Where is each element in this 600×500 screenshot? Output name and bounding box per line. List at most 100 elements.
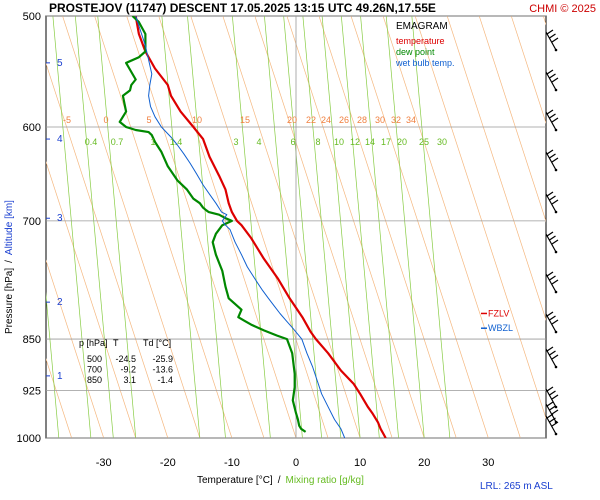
barb-flag (551, 279, 559, 285)
barb-base (554, 128, 558, 132)
temperature-tick-label: 0 (293, 457, 299, 469)
table-cell: 3.1 (123, 375, 136, 385)
barb-flag (551, 394, 559, 400)
barb-flag (546, 413, 554, 419)
temperature-tick-label: -30 (96, 457, 112, 469)
wind-barb (545, 346, 559, 369)
barb-flag (551, 37, 559, 43)
barb-staff (545, 71, 557, 91)
barb-base (554, 365, 558, 369)
isotherm-label: -5 (63, 115, 71, 125)
mixing-ratio-label: 1 (150, 137, 155, 147)
mixing-ratio-label: 6 (290, 137, 295, 147)
altitude-tick-label: 2 (57, 297, 63, 308)
altitude-tick-label: 1 (57, 371, 63, 382)
barb-staff (545, 111, 557, 131)
copyright-text: CHMI © 2025 (529, 3, 596, 15)
isotherm-label: 22 (306, 115, 316, 125)
barb-flag (549, 405, 556, 411)
barb-flag (549, 195, 556, 201)
mixing-axis-label: Mixing ratio [g/kg] (285, 475, 364, 486)
barb-base (554, 250, 558, 254)
legend-title: EMAGRAM (396, 21, 448, 32)
series-line-2 (135, 16, 346, 438)
barb-flag (549, 417, 556, 423)
barb-flag (546, 69, 554, 75)
marker-label: FZLV (488, 308, 509, 318)
mixing-ratio-label: 17 (381, 137, 391, 147)
barb-flag (551, 354, 559, 360)
isotherm-label: 24 (321, 115, 331, 125)
isotherm-line (286, 16, 425, 438)
x-axis-title: Temperature [°C] / Mixing ratio [g/kg] (197, 475, 364, 486)
mixing-ratio-line (302, 16, 342, 438)
legend: EMAGRAM temperature dew point wet bulb t… (395, 21, 455, 68)
series-line-1 (118, 16, 307, 433)
barb-flag (549, 275, 556, 281)
altitude-tick-label: 4 (57, 134, 63, 145)
pressure-tick-label: 600 (23, 122, 41, 134)
axis-separator-left: / (4, 260, 15, 263)
table-cell: -13.6 (152, 365, 173, 375)
barb-staff (545, 151, 557, 171)
lrl-text: LRL: 265 m ASL (480, 481, 553, 492)
mixing-ratio-labels: 0.4 0.7 1 1.4 3 4 6 8 10 12 14 17 20 25 30 (85, 137, 447, 147)
wind-barb (545, 109, 559, 132)
mixing-ratio-label: 8 (315, 137, 320, 147)
mixing-ratio-line (385, 16, 425, 438)
barb-base (554, 210, 558, 214)
isotherm-label: 10 (192, 115, 202, 125)
barb-flag (551, 117, 559, 123)
table-cell: -24.5 (115, 354, 136, 364)
series-line-0 (134, 16, 387, 438)
barb-staff (545, 313, 557, 333)
table-cell: 850 (87, 375, 102, 385)
legend-item-temperature: temperature (396, 36, 445, 46)
mixing-ratio-line (187, 16, 226, 438)
barb-flag (546, 109, 554, 115)
barb-flag (551, 77, 559, 83)
mixing-ratio-line (52, 16, 92, 438)
mixing-ratio-line (360, 16, 399, 438)
pressure-tick-label: 700 (23, 216, 41, 228)
barb-base (554, 88, 558, 92)
table-header: Td [°C] (143, 338, 171, 348)
pressure-tick-labels: 500 600 700 850 925 1000 (17, 11, 41, 445)
mixing-ratio-line (340, 16, 380, 438)
isotherm-label: 34 (406, 115, 416, 125)
barb-staff (545, 233, 557, 253)
barb-flag (549, 73, 556, 79)
temperature-tick-label: -20 (160, 457, 176, 469)
isotherm-label: 28 (357, 115, 367, 125)
temperature-axis-label: Temperature [°C] (197, 475, 273, 486)
mixing-ratio-line (97, 16, 137, 438)
wind-barb (545, 149, 559, 172)
mixing-ratio-label: 0.7 (111, 137, 124, 147)
mixing-ratio-label: 14 (365, 137, 375, 147)
mixing-ratio-line (411, 16, 451, 438)
isotherm-line (414, 16, 546, 420)
isotherm-line (510, 16, 546, 124)
table-header: p [hPa] (79, 338, 108, 348)
isotherm-line (318, 16, 457, 438)
barb-flag (546, 271, 554, 277)
isotherm-lines (46, 16, 546, 438)
table-header: T (113, 338, 119, 348)
barb-base (554, 168, 558, 172)
temperature-tick-label: 30 (482, 457, 494, 469)
isotherm-line (190, 16, 329, 438)
mixing-ratio-label: 12 (350, 137, 360, 147)
barb-flag (551, 409, 559, 415)
barb-staff (545, 415, 557, 435)
altitude-tick-labels: 1 2 3 4 5 (46, 58, 63, 382)
isotherm-label: 32 (391, 115, 401, 125)
legend-item-dew-point: dew point (396, 47, 435, 57)
mixing-ratio-line (321, 16, 361, 438)
pressure-tick-label: 1000 (17, 433, 41, 445)
barb-flag (551, 421, 559, 427)
isotherm-line (478, 16, 546, 223)
mixing-ratio-line (232, 16, 271, 438)
mixing-ratio-line (46, 291, 60, 438)
isotherm-label: 30 (375, 115, 385, 125)
